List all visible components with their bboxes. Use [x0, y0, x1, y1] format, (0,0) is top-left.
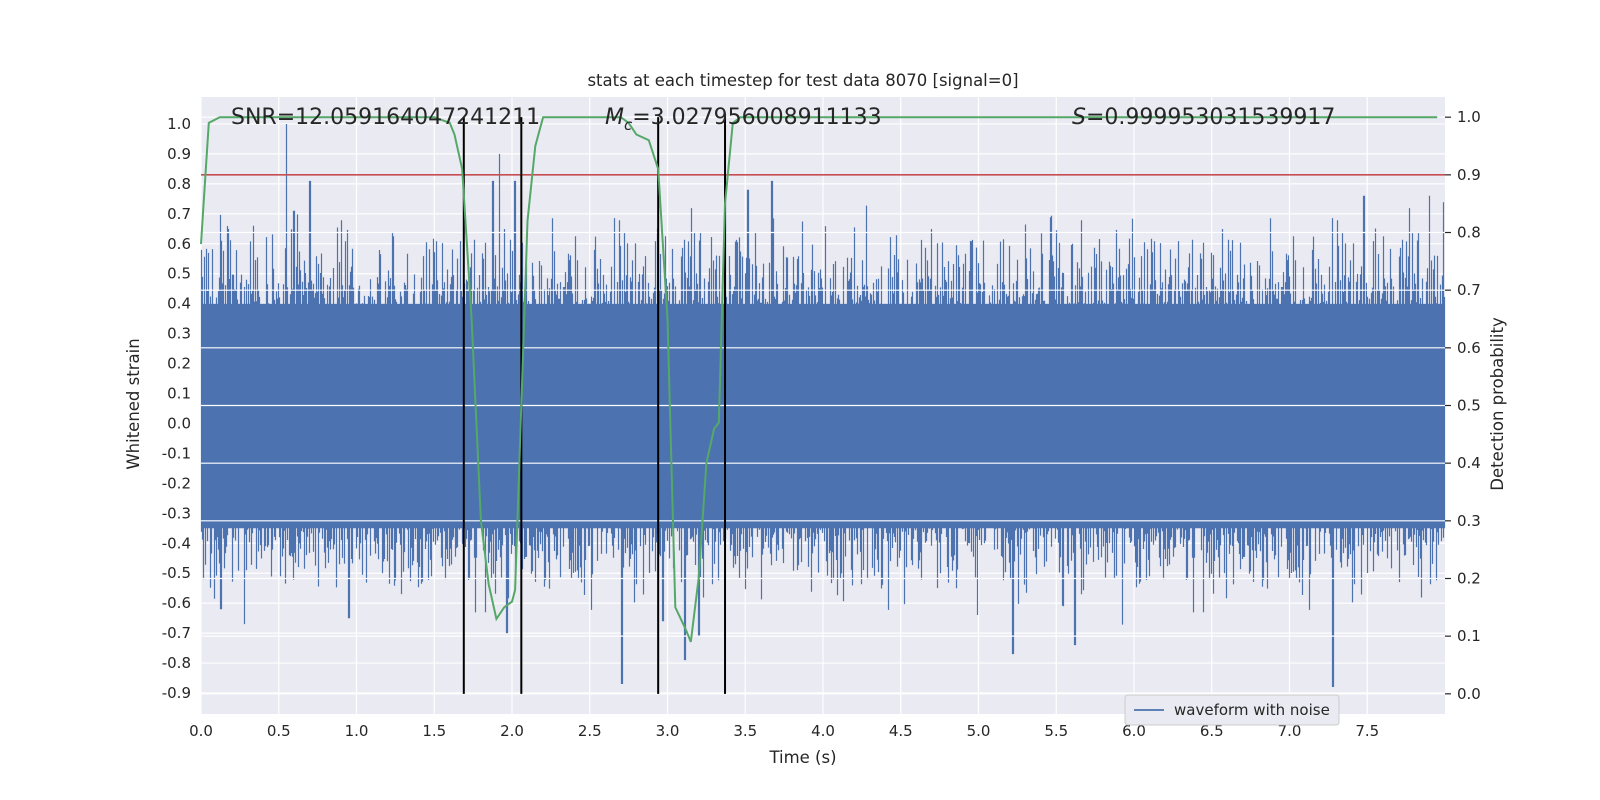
- y-tick-label: 0.3: [167, 325, 191, 343]
- y2-tick-label: 0.3: [1457, 512, 1481, 530]
- y-tick-label: -0.1: [162, 444, 191, 462]
- chirp-mass-subscript: c: [624, 116, 633, 134]
- x-ticks: 0.0 0.5 1.0 1.5 2.0 2.5 3.0 3.5 4.0 4.5 5.0 5.5 6.0 6…: [189, 722, 1379, 740]
- y-tick-label: 0.9: [167, 145, 191, 163]
- y-tick-label: 0.7: [167, 205, 191, 223]
- x-tick-label: 3.5: [733, 722, 757, 740]
- waveform-series: [200, 124, 1446, 687]
- significance-value: =0.999953031539917: [1086, 105, 1335, 130]
- legend-label: waveform with noise: [1174, 701, 1330, 719]
- x-tick-label: 5.5: [1044, 722, 1068, 740]
- y-tick-label: -0.5: [162, 564, 191, 582]
- y2-tick-label: 0.9: [1457, 166, 1481, 184]
- y-tick-label: 0.1: [167, 385, 191, 403]
- waveform-core: [201, 348, 1445, 499]
- chirp-mass-annotation: Mc=3.027956008911133: [605, 105, 882, 134]
- x-tick-label: 6.0: [1122, 722, 1146, 740]
- chart-title: stats at each timestep for test data 807…: [587, 71, 1018, 90]
- x-tick-label: 2.5: [578, 722, 602, 740]
- x-tick-label: 2.0: [500, 722, 524, 740]
- x-tick-label: 6.5: [1200, 722, 1224, 740]
- significance-annotation: S=0.999953031539917: [1072, 105, 1335, 130]
- x-tick-label: 5.0: [967, 722, 991, 740]
- y-tick-label: -0.4: [162, 534, 191, 552]
- y-tick-label: 0.0: [167, 414, 191, 432]
- x-tick-label: 1.0: [345, 722, 369, 740]
- y2-tick-label: 0.6: [1457, 339, 1481, 357]
- y2-tick-label: 0.7: [1457, 281, 1481, 299]
- y-tick-label: -0.8: [162, 654, 191, 672]
- x-tick-label: 4.0: [811, 722, 835, 740]
- y-tick-label: 0.2: [167, 355, 191, 373]
- y-tick-label: -0.9: [162, 684, 191, 702]
- x-tick-label: 7.0: [1278, 722, 1302, 740]
- legend-box: [1124, 694, 1340, 726]
- y2-tick-label: 0.0: [1457, 685, 1481, 703]
- y2-tick-label: 0.5: [1457, 397, 1481, 415]
- y-ticks: 1.0 0.9 0.8 0.7 0.6 0.5 0.4 0.3 0.2 0.1 0.0 -0.1 -0.…: [162, 115, 191, 702]
- snr-annotation: SNR=12.059164047241211: [231, 105, 540, 130]
- y2-axis-label: Detection probability: [1488, 317, 1507, 491]
- probability-line: [200, 116, 1438, 643]
- chirp-mass-symbol: M: [605, 105, 624, 130]
- x-tick-label: 0.5: [267, 722, 291, 740]
- y2-tick-label: 0.2: [1457, 569, 1481, 587]
- y2-tick-label: 0.1: [1457, 627, 1481, 645]
- y-tick-label: 0.8: [167, 175, 191, 193]
- y2-tick-label: 0.8: [1457, 224, 1481, 242]
- x-axis-label: Time (s): [768, 748, 836, 767]
- y-tick-label: 0.5: [167, 265, 191, 283]
- y2-tick-label: 1.0: [1457, 108, 1481, 126]
- chirp-mass-value: =3.027956008911133: [632, 105, 881, 130]
- y-tick-label: -0.2: [162, 474, 191, 492]
- legend: waveform with noise: [1124, 694, 1340, 726]
- significance-symbol: S: [1072, 105, 1086, 130]
- y-tick-label: 0.4: [167, 295, 191, 313]
- x-tick-label: 1.5: [422, 722, 446, 740]
- x-tick-label: 3.0: [656, 722, 680, 740]
- y-tick-label: -0.3: [162, 504, 191, 522]
- y-tick-label: 1.0: [167, 115, 191, 133]
- x-tick-label: 0.0: [189, 722, 213, 740]
- y-tick-label: 0.6: [167, 235, 191, 253]
- y-axis-label: Whitened strain: [124, 338, 143, 469]
- x-tick-label: 4.5: [889, 722, 913, 740]
- x-tick-label: 7.5: [1355, 722, 1379, 740]
- y-tick-label: -0.7: [162, 624, 191, 642]
- y-tick-label: -0.6: [162, 594, 191, 612]
- y2-tick-label: 0.4: [1457, 454, 1481, 472]
- y2-ticks: 1.0 0.9 0.8 0.7 0.6 0.5 0.4 0.3 0.2 0.1 0.0: [1445, 108, 1481, 703]
